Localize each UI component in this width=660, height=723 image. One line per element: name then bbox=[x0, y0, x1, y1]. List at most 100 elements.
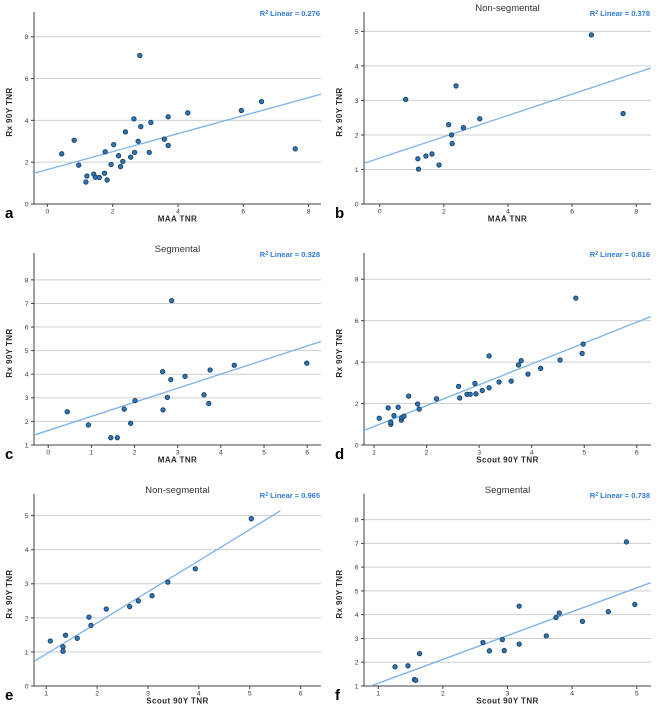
data-point bbox=[401, 413, 407, 419]
data-point bbox=[161, 136, 167, 142]
data-point bbox=[579, 618, 586, 624]
panel-c: 0 1 2 3 4 5 6 1 2 3 4 5 6 7 8 Segmental R2 Linear = 0.32… bbox=[0, 241, 330, 482]
x-tick-label: 6 bbox=[305, 450, 309, 457]
data-point bbox=[108, 435, 114, 441]
x-axis-label: Scout 90Y TNR bbox=[476, 456, 538, 465]
scatter-chart-a: 0 2 4 6 8 0 2 4 6 8 R2 Linear = 0.276 MAA TNR Rx 90Y… bbox=[5, 9, 321, 224]
x-tick-label: 0 bbox=[378, 209, 382, 216]
data-point bbox=[111, 141, 117, 148]
data-point bbox=[47, 638, 53, 644]
data-point bbox=[127, 603, 133, 610]
r-squared-label: R2 Linear = 0.378 bbox=[590, 9, 650, 18]
data-point bbox=[392, 664, 398, 670]
data-point bbox=[557, 357, 563, 363]
x-tick-label: 6 bbox=[635, 450, 639, 457]
data-point bbox=[164, 394, 171, 400]
x-tick-label: 1 bbox=[372, 450, 376, 457]
data-point bbox=[415, 166, 422, 172]
data-point bbox=[496, 379, 502, 385]
r-squared-label: R2 Linear = 0.965 bbox=[260, 491, 320, 500]
x-tick-label: 8 bbox=[307, 209, 311, 216]
y-tick-label: 0 bbox=[25, 201, 29, 208]
data-point bbox=[207, 367, 213, 373]
scatter-chart-b: 0 2 4 6 8 0 1 2 3 4 5 Non-segmental R2 Linear = 0.37… bbox=[335, 3, 651, 224]
data-point bbox=[159, 368, 166, 375]
scatter-chart-f: 1 2 3 4 5 1 2 3 4 5 6 7 8 Segmental R2 Linear = 0.738 S… bbox=[335, 485, 651, 706]
panel-letter: e bbox=[5, 687, 13, 704]
data-point bbox=[85, 422, 92, 428]
data-point bbox=[395, 404, 401, 410]
x-tick-label: 5 bbox=[582, 450, 586, 457]
scatter-chart-d: 1 2 3 4 5 6 0 2 4 6 8 R2 Linear = 0.816 Scout 90Y TN… bbox=[335, 250, 651, 465]
y-tick-label: 2 bbox=[25, 160, 29, 167]
y-tick-label: 2 bbox=[355, 401, 359, 408]
x-tick-label: 4 bbox=[530, 450, 534, 457]
panel-title: Segmental bbox=[485, 485, 530, 496]
y-tick-label: 3 bbox=[355, 98, 359, 105]
panel-b: 0 2 4 6 8 0 1 2 3 4 5 Non-segmental R2 Linear = 0.37… bbox=[330, 0, 660, 241]
panel-d: 1 2 3 4 5 6 0 2 4 6 8 R2 Linear = 0.816 Scout 90Y TN… bbox=[330, 241, 660, 482]
y-axis-label: Rx 90Y TNR bbox=[5, 328, 14, 377]
y-tick-label: 3 bbox=[25, 581, 29, 588]
data-point bbox=[385, 405, 391, 411]
data-point bbox=[71, 137, 77, 143]
scatter-chart-c: 0 1 2 3 4 5 6 1 2 3 4 5 6 7 8 Segmental R2 Linear = 0.32… bbox=[5, 244, 321, 465]
data-point bbox=[423, 153, 429, 159]
y-tick-label: 8 bbox=[355, 517, 359, 524]
data-point bbox=[446, 121, 452, 128]
panel-letter: b bbox=[335, 205, 344, 222]
x-tick-label: 1 bbox=[90, 450, 94, 457]
data-point bbox=[292, 146, 298, 152]
data-point bbox=[605, 608, 611, 615]
data-point bbox=[480, 639, 486, 646]
data-point bbox=[508, 378, 514, 384]
data-point bbox=[102, 149, 108, 155]
data-point bbox=[623, 539, 630, 545]
data-point bbox=[515, 362, 522, 368]
data-point bbox=[121, 406, 127, 412]
data-point bbox=[414, 401, 421, 407]
r-squared-label: R2 Linear = 0.816 bbox=[590, 250, 650, 259]
data-point bbox=[518, 358, 524, 364]
data-point bbox=[201, 392, 207, 398]
data-point bbox=[83, 179, 89, 185]
y-tick-label: 1 bbox=[25, 442, 29, 449]
data-point bbox=[453, 83, 459, 89]
y-tick-label: 4 bbox=[355, 612, 359, 619]
data-point bbox=[131, 116, 137, 122]
y-tick-label: 2 bbox=[355, 132, 359, 139]
data-point bbox=[448, 132, 455, 138]
panel-letter: f bbox=[335, 687, 341, 704]
data-point bbox=[499, 636, 505, 643]
x-tick-label: 4 bbox=[570, 691, 574, 698]
r-squared-label: R2 Linear = 0.328 bbox=[260, 250, 320, 259]
data-point bbox=[62, 632, 69, 638]
y-axis-label: Rx 90Y TNR bbox=[5, 569, 14, 618]
data-point bbox=[117, 163, 124, 170]
data-point bbox=[403, 96, 409, 103]
data-point bbox=[388, 419, 394, 425]
y-tick-label: 4 bbox=[25, 118, 29, 125]
data-point bbox=[182, 373, 188, 380]
y-tick-label: 5 bbox=[355, 29, 359, 36]
y-tick-label: 4 bbox=[355, 360, 359, 367]
panel-e: 1 2 3 4 5 6 0 1 2 3 4 5 Non-segmental R2 Linear = 0.9… bbox=[0, 482, 330, 723]
data-point bbox=[238, 107, 244, 114]
data-point bbox=[122, 129, 129, 135]
x-axis-label: MAA TNR bbox=[158, 456, 197, 465]
data-point bbox=[165, 114, 171, 120]
data-point bbox=[304, 360, 310, 366]
data-point bbox=[86, 614, 92, 620]
data-point bbox=[429, 151, 435, 157]
x-tick-label: 0 bbox=[45, 209, 49, 216]
y-tick-label: 0 bbox=[355, 442, 359, 449]
y-tick-label: 5 bbox=[25, 348, 29, 355]
data-point bbox=[101, 170, 108, 176]
data-point bbox=[120, 158, 126, 164]
data-point bbox=[580, 341, 586, 347]
data-point bbox=[477, 116, 483, 122]
y-tick-label: 4 bbox=[25, 547, 29, 554]
data-point bbox=[108, 161, 114, 168]
data-point bbox=[579, 350, 585, 357]
